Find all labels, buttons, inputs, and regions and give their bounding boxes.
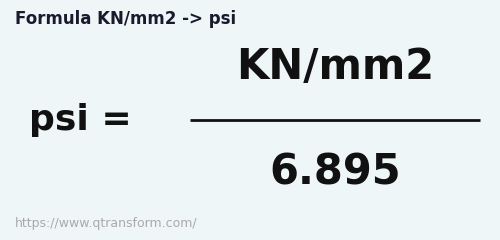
Text: psi =: psi =	[28, 103, 132, 137]
Text: Formula KN/mm2 -> psi: Formula KN/mm2 -> psi	[15, 10, 236, 28]
Text: 6.895: 6.895	[269, 152, 401, 194]
Text: https://www.qtransform.com/: https://www.qtransform.com/	[15, 217, 198, 230]
Text: KN/mm2: KN/mm2	[236, 46, 434, 88]
